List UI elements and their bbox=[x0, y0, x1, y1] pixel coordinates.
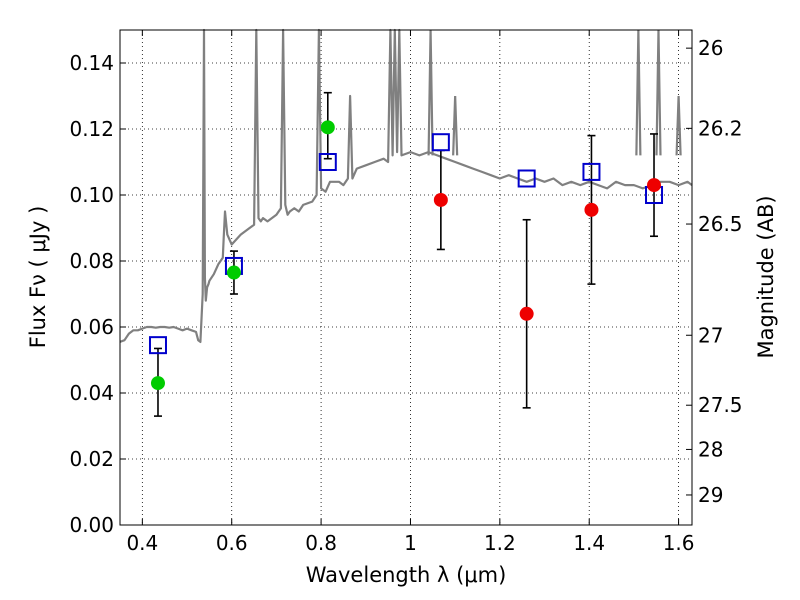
x-tick-label: 1.6 bbox=[663, 531, 695, 555]
model-photometry-square bbox=[318, 153, 337, 171]
y2-tick-label: 29 bbox=[698, 483, 723, 507]
plot-frame bbox=[119, 29, 693, 526]
y-tick-label: 0.00 bbox=[69, 513, 114, 537]
measurement-point bbox=[320, 120, 335, 135]
measurement-point bbox=[519, 306, 534, 321]
model-photometry-square bbox=[148, 336, 167, 355]
y-axis-label: Flux Fν ( μJy ) bbox=[26, 206, 50, 349]
tick-labels: 0.4 0.6 0.8 1 1.2 1.4 1.6 0.00 0.02 0.04 0.06 0.08 0… bbox=[69, 36, 742, 555]
x-tick-label: 1 bbox=[404, 531, 417, 555]
x-tick-label: 0.4 bbox=[126, 531, 158, 555]
model-photometry-square bbox=[582, 162, 601, 181]
x-tick-label: 1.4 bbox=[573, 531, 605, 555]
x-tick-label: 0.8 bbox=[305, 531, 337, 555]
measurement-point bbox=[584, 202, 599, 217]
markers bbox=[148, 120, 664, 391]
y2-tick-label: 26 bbox=[698, 36, 723, 60]
model-photometry-square bbox=[517, 169, 536, 188]
y-tick-label: 0.10 bbox=[69, 183, 114, 207]
y2-tick-label: 26.2 bbox=[698, 116, 743, 140]
measurement-point bbox=[647, 178, 662, 193]
y2-tick-label: 27.5 bbox=[698, 393, 743, 417]
y2-tick-label: 27 bbox=[698, 323, 723, 347]
x-tick-label: 1.2 bbox=[484, 531, 516, 555]
y-tick-label: 0.06 bbox=[69, 315, 114, 339]
spectrum-line bbox=[119, 28, 693, 343]
x-tick-label: 0.6 bbox=[216, 531, 248, 555]
y-tick-label: 0.02 bbox=[69, 447, 114, 471]
y2-tick-label: 26.5 bbox=[698, 212, 743, 236]
spectrum-emission-spike bbox=[675, 95, 682, 156]
spectrum-emission-spike bbox=[452, 95, 459, 156]
y-tick-label: 0.04 bbox=[69, 381, 114, 405]
x-axis-label: Wavelength λ (μm) bbox=[306, 563, 507, 587]
measurement-point bbox=[226, 265, 241, 280]
ticks bbox=[120, 30, 692, 526]
y-tick-label: 0.14 bbox=[69, 51, 114, 75]
y-tick-label: 0.12 bbox=[69, 117, 114, 141]
y2-tick-label: 28 bbox=[698, 437, 723, 461]
measurement-point bbox=[150, 376, 165, 391]
y-tick-label: 0.08 bbox=[69, 249, 114, 273]
grid bbox=[120, 30, 692, 525]
measurement-point bbox=[433, 192, 448, 207]
model-photometry-square bbox=[431, 133, 450, 152]
y2-axis-label: Magnitude (AB) bbox=[754, 195, 778, 358]
